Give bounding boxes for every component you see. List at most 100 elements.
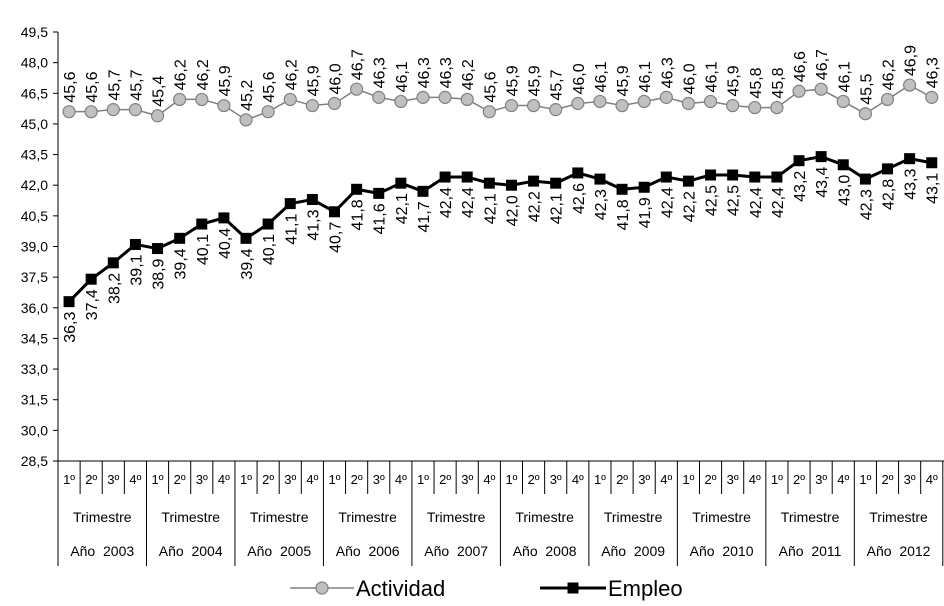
data-point-empleo — [85, 273, 97, 285]
y-tick-label: 49,5 — [21, 24, 48, 40]
data-point-empleo — [550, 177, 562, 189]
data-label-empleo: 42,1 — [394, 193, 411, 224]
data-label-empleo: 36,3 — [62, 312, 79, 343]
data-label-actividad: 45,2 — [239, 80, 256, 111]
x-quarter-label: 4º — [572, 472, 584, 487]
data-point-actividad — [327, 96, 342, 111]
data-label-empleo: 42,4 — [748, 187, 765, 218]
x-year-label: Año 2009 — [601, 543, 665, 559]
data-point-actividad — [195, 92, 209, 107]
data-point-empleo — [904, 153, 916, 165]
data-point-empleo — [528, 175, 540, 187]
data-point-actividad — [858, 107, 872, 121]
data-label-actividad: 46,9 — [903, 45, 920, 76]
data-point-actividad — [372, 90, 386, 104]
data-point-actividad — [84, 105, 98, 119]
x-quarter-label: 4º — [837, 472, 849, 487]
data-point-actividad — [482, 105, 496, 119]
x-quarter-label: 3º — [284, 472, 296, 487]
data-label-actividad: 46,1 — [593, 61, 610, 92]
x-quarter-label: 4º — [926, 472, 938, 487]
data-point-empleo — [594, 173, 606, 185]
data-label-actividad: 46,3 — [372, 57, 389, 88]
data-point-empleo — [63, 296, 75, 308]
data-point-actividad — [770, 100, 784, 115]
x-trimestre-label: Trimestre — [781, 509, 840, 525]
data-label-empleo: 41,6 — [372, 203, 389, 234]
data-point-empleo — [329, 206, 340, 218]
data-point-empleo — [196, 218, 208, 230]
y-tick-label: 30,0 — [21, 422, 48, 438]
data-point-empleo — [483, 177, 495, 189]
data-label-actividad: 45,9 — [217, 65, 234, 96]
data-label-actividad: 46,7 — [814, 49, 831, 80]
x-quarter-label: 2º — [528, 472, 540, 487]
data-label-empleo: 42,1 — [482, 193, 499, 224]
data-label-empleo: 40,7 — [328, 222, 345, 253]
data-label-actividad: 45,8 — [770, 67, 787, 98]
data-label-actividad: 45,6 — [261, 71, 278, 102]
data-point-actividad — [526, 98, 541, 113]
data-label-empleo: 42,5 — [704, 185, 721, 216]
data-point-actividad — [748, 100, 762, 115]
x-year-label: Año 2004 — [159, 543, 223, 559]
data-label-actividad: 46,7 — [350, 49, 367, 80]
data-point-empleo — [682, 175, 694, 187]
data-label-actividad: 46,3 — [659, 57, 676, 88]
data-point-actividad — [836, 94, 850, 109]
x-year-label: Año 2011 — [779, 543, 842, 559]
x-quarter-label: 2º — [882, 472, 894, 487]
data-label-empleo: 39,4 — [173, 248, 190, 279]
x-quarter-label: 1º — [63, 472, 75, 487]
series-line-actividad — [69, 84, 933, 121]
data-label-empleo: 42,2 — [527, 191, 544, 222]
data-label-actividad: 46,0 — [328, 63, 345, 94]
data-point-empleo — [727, 169, 739, 181]
data-label-empleo: 41,3 — [305, 209, 322, 240]
x-quarter-label: 3º — [196, 472, 208, 487]
x-trimestre-label: Trimestre — [250, 509, 309, 525]
data-point-actividad — [880, 92, 895, 107]
data-point-empleo — [306, 194, 318, 206]
data-label-empleo: 42,4 — [770, 187, 787, 218]
data-label-actividad: 46,3 — [438, 57, 455, 88]
y-tick-label: 42,0 — [21, 177, 48, 193]
y-tick-label: 34,5 — [21, 330, 48, 346]
data-label-empleo: 38,9 — [151, 258, 168, 289]
x-year-label: Año 2008 — [513, 543, 577, 559]
data-point-actividad — [615, 98, 629, 113]
data-label-actividad: 46,3 — [925, 57, 942, 88]
data-label-empleo: 42,3 — [858, 189, 875, 220]
data-point-actividad — [217, 98, 231, 113]
x-quarter-label: 3º — [727, 472, 739, 487]
data-label-empleo: 37,4 — [84, 289, 101, 320]
data-point-empleo — [417, 185, 429, 197]
data-label-empleo: 43,2 — [792, 171, 809, 202]
x-year-label: Año 2005 — [247, 543, 311, 559]
data-point-empleo — [351, 183, 363, 195]
data-point-empleo — [129, 238, 141, 250]
x-quarter-label: 3º — [815, 472, 827, 487]
series-line-empleo — [67, 155, 933, 303]
data-point-empleo — [771, 171, 783, 183]
data-point-actividad — [681, 96, 696, 111]
x-quarter-label: 2º — [793, 472, 805, 487]
x-quarter-label: 2º — [262, 472, 274, 487]
data-point-empleo — [107, 257, 119, 269]
data-point-empleo — [174, 232, 186, 244]
data-point-empleo — [837, 159, 849, 171]
x-quarter-label: 4º — [306, 472, 318, 487]
data-label-actividad: 46,0 — [681, 63, 698, 94]
data-point-empleo — [218, 212, 230, 224]
x-trimestre-label: Trimestre — [73, 509, 132, 525]
data-point-actividad — [305, 98, 319, 113]
x-trimestre-label: Trimestre — [515, 509, 574, 525]
y-tick-label: 39,0 — [21, 239, 48, 255]
data-label-actividad: 45,7 — [128, 69, 145, 100]
x-trimestre-label: Trimestre — [604, 509, 663, 525]
data-point-empleo — [616, 183, 628, 195]
data-label-empleo: 41,8 — [615, 199, 632, 230]
data-label-actividad: 45,4 — [151, 76, 168, 107]
data-point-empleo — [859, 173, 871, 185]
